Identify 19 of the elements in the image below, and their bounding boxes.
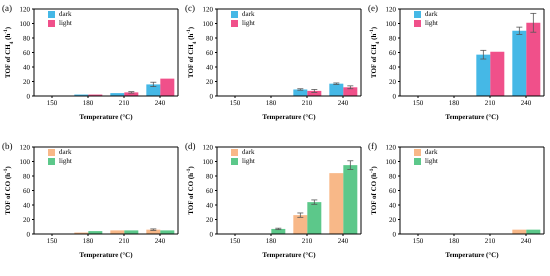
bar (329, 173, 344, 234)
chart-title: (f) (368, 141, 377, 151)
chart-title: (a) (2, 3, 12, 13)
bar (512, 30, 526, 96)
bar (293, 89, 308, 96)
chart-title: (b) (2, 141, 12, 151)
bar (343, 87, 358, 96)
bar (160, 78, 174, 96)
chart-title: (e) (368, 3, 378, 13)
chart-title: (d) (185, 141, 196, 151)
bar (476, 54, 490, 96)
bar (343, 165, 358, 234)
chart-title: (c) (185, 3, 195, 13)
bar (293, 215, 308, 234)
bar (146, 84, 160, 96)
bar (307, 202, 322, 234)
bar (329, 84, 344, 96)
bar (526, 22, 540, 96)
bar (490, 52, 504, 96)
